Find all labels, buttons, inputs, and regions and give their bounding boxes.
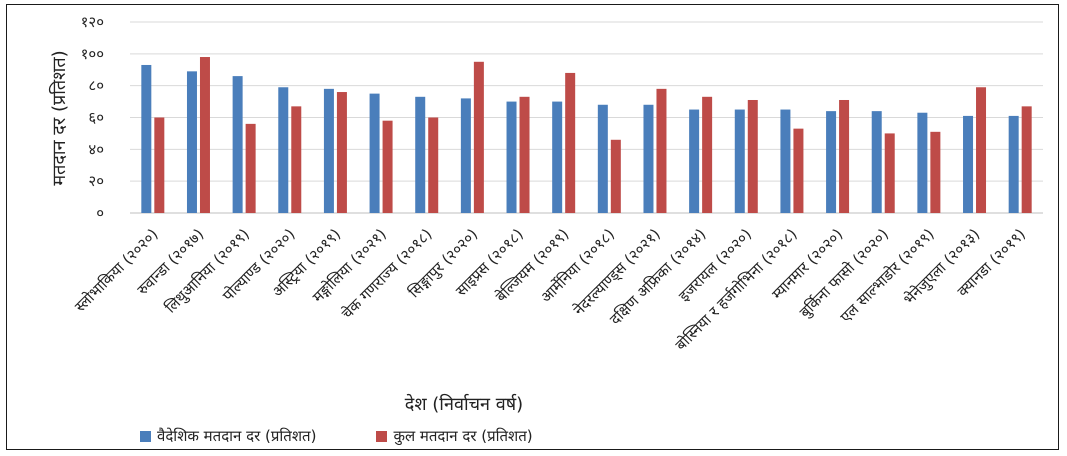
bar [963, 115, 974, 213]
bar [278, 87, 289, 213]
bar [428, 117, 439, 213]
bar [702, 96, 713, 213]
bar [141, 64, 152, 213]
bar [1008, 115, 1019, 213]
bar [976, 87, 987, 213]
bar [826, 111, 837, 213]
bar [245, 123, 256, 213]
bar [552, 101, 563, 213]
legend-swatch-overseas [140, 430, 151, 442]
bar [232, 76, 243, 213]
y-tick-label: ४० [88, 140, 104, 158]
legend-item-overseas: वैदेशिक मतदान दर (प्रतिशत) [140, 426, 316, 446]
legend-item-total: कुल मतदान दर (प्रतिशत) [376, 426, 533, 446]
legend-swatch-total [376, 430, 388, 442]
bar [336, 92, 347, 213]
bar [473, 61, 484, 213]
bar [610, 139, 621, 213]
legend-label-overseas: वैदेशिक मतदान दर (प्रतिशत) [157, 427, 317, 445]
bar [519, 96, 530, 213]
bar [871, 111, 882, 213]
bar [930, 131, 941, 213]
bar [689, 109, 700, 213]
bar [415, 96, 426, 213]
bar [1021, 106, 1032, 213]
bar [291, 106, 302, 213]
bar [734, 109, 745, 213]
y-tick-label: ८० [88, 77, 104, 95]
y-tick-label: १०० [81, 45, 104, 63]
bar [780, 109, 791, 213]
bar [186, 71, 197, 213]
legend: वैदेशिक मतदान दर (प्रतिशत) कुल मतदान दर … [140, 426, 533, 446]
y-tick-label: २० [88, 172, 104, 190]
bar [747, 99, 758, 213]
x-axis-title: देश (निर्वाचन वर्ष) [405, 393, 523, 415]
bar [656, 88, 667, 213]
bar [597, 104, 608, 213]
bar [382, 120, 393, 213]
bar [199, 57, 210, 214]
y-tick-label: ० [96, 204, 104, 222]
bar [917, 112, 928, 213]
y-tick-label: ६० [88, 109, 104, 127]
bar [565, 72, 576, 213]
bar [460, 98, 471, 213]
bar [506, 101, 517, 213]
bar [154, 117, 165, 213]
bar [323, 88, 334, 213]
bar [643, 104, 654, 213]
legend-label-total: कुल मतदान दर (प्रतिशत) [393, 427, 533, 445]
y-tick-label: १२० [81, 13, 104, 31]
bar [793, 128, 804, 213]
bar [839, 99, 850, 213]
y-axis-title: मतदान दर (प्रतिशत) [48, 50, 70, 185]
bar [369, 93, 380, 213]
bar [884, 133, 895, 213]
chart-frame [6, 4, 1059, 450]
